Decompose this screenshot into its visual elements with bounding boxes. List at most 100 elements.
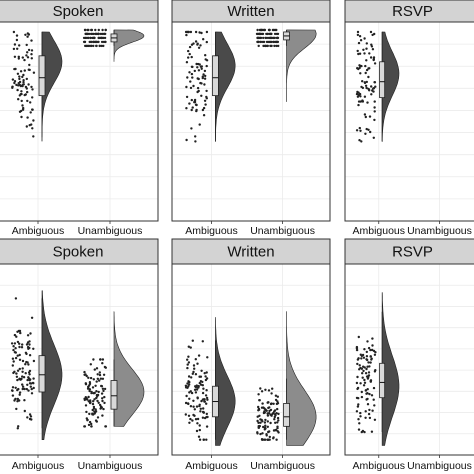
data-point-unambiguous	[87, 376, 90, 379]
data-point-ambiguous	[365, 68, 369, 72]
data-point-ambiguous	[364, 115, 367, 119]
data-point-ambiguous	[373, 418, 377, 421]
data-point-ambiguous	[191, 419, 194, 422]
data-point-unambiguous	[259, 432, 262, 436]
data-point-ambiguous	[358, 422, 361, 425]
data-point-ambiguous	[196, 396, 199, 399]
data-point-unambiguous	[272, 40, 276, 44]
data-point-ambiguous	[204, 74, 207, 78]
data-point-ambiguous	[187, 56, 190, 59]
data-point-ambiguous	[360, 367, 364, 370]
data-point-ambiguous	[24, 93, 27, 96]
data-point-ambiguous	[18, 44, 21, 47]
data-point-ambiguous	[192, 370, 195, 374]
data-point-unambiguous	[266, 420, 269, 423]
data-point-ambiguous	[364, 132, 367, 135]
data-point-unambiguous	[266, 44, 269, 48]
violin-ambiguous	[215, 31, 236, 142]
data-point-unambiguous	[82, 40, 86, 44]
data-point-ambiguous	[364, 64, 367, 68]
panel-0-rsvp: RSVP Ambiguous Unambiguous	[344, 0, 474, 237]
data-point-unambiguous	[266, 36, 270, 40]
data-point-unambiguous	[261, 420, 264, 423]
data-point-unambiguous	[258, 399, 261, 402]
data-point-ambiguous	[199, 81, 202, 85]
data-point-ambiguous	[189, 30, 193, 34]
data-point-ambiguous	[32, 386, 35, 390]
data-point-ambiguous	[360, 64, 363, 68]
data-point-ambiguous	[369, 355, 372, 358]
data-point-unambiguous	[96, 416, 100, 419]
data-point-ambiguous	[189, 417, 192, 421]
data-point-unambiguous	[271, 412, 274, 416]
data-point-ambiguous	[31, 381, 35, 385]
data-point-unambiguous	[84, 397, 88, 401]
data-point-ambiguous	[360, 357, 363, 360]
data-point-ambiguous	[18, 329, 22, 333]
data-point-ambiguous	[28, 343, 31, 346]
data-point-ambiguous	[358, 139, 361, 142]
data-point-ambiguous	[189, 80, 192, 83]
data-point-ambiguous	[370, 430, 374, 433]
data-point-ambiguous	[25, 54, 28, 57]
data-point-ambiguous	[370, 43, 373, 46]
data-point-ambiguous	[205, 412, 208, 416]
panel-background	[345, 264, 474, 455]
data-point-unambiguous	[269, 40, 272, 44]
panel-1-spoken: Spoken Ambiguous Unambiguous	[0, 238, 159, 472]
strip-background	[171, 238, 331, 265]
data-point-ambiguous	[16, 369, 20, 372]
data-point-ambiguous	[13, 80, 17, 83]
box-ambiguous	[379, 362, 386, 399]
data-point-unambiguous	[91, 412, 94, 415]
data-point-ambiguous	[359, 411, 362, 415]
data-point-unambiguous	[101, 414, 104, 417]
data-point-unambiguous	[90, 391, 93, 395]
data-point-ambiguous	[361, 372, 364, 375]
data-point-ambiguous	[365, 59, 368, 62]
data-point-unambiguous	[101, 387, 105, 390]
data-point-ambiguous	[363, 95, 367, 98]
data-point-ambiguous	[26, 116, 29, 119]
data-point-ambiguous	[30, 418, 33, 421]
x-tick-label: Unambiguous	[78, 225, 143, 237]
data-point-unambiguous	[273, 413, 277, 416]
data-point-unambiguous	[98, 371, 102, 374]
data-point-ambiguous	[359, 72, 362, 75]
data-point-ambiguous	[27, 68, 30, 71]
data-point-ambiguous	[186, 366, 189, 370]
data-point-ambiguous	[12, 371, 15, 375]
data-point-ambiguous	[362, 369, 365, 373]
data-point-unambiguous	[92, 40, 95, 44]
data-point-ambiguous	[31, 88, 34, 91]
data-point-ambiguous	[357, 52, 360, 56]
data-point-ambiguous	[32, 359, 36, 363]
panel-title: RSVP	[392, 3, 433, 20]
data-point-ambiguous	[17, 57, 20, 60]
data-point-ambiguous	[194, 385, 197, 388]
data-point-ambiguous	[30, 85, 33, 89]
panel-background	[0, 264, 158, 455]
data-point-ambiguous	[13, 333, 17, 337]
x-tick-label: Ambiguous	[352, 225, 405, 237]
data-point-ambiguous	[364, 71, 367, 75]
data-point-ambiguous	[18, 367, 21, 371]
data-point-ambiguous	[199, 65, 203, 68]
data-point-ambiguous	[16, 72, 20, 76]
data-point-ambiguous	[368, 52, 371, 55]
data-point-ambiguous	[14, 351, 17, 354]
data-point-ambiguous	[367, 412, 371, 416]
data-point-ambiguous	[200, 67, 203, 71]
data-point-unambiguous	[274, 421, 277, 424]
data-point-ambiguous	[198, 63, 201, 66]
data-point-unambiguous	[101, 28, 104, 32]
data-point-ambiguous	[366, 403, 370, 406]
data-point-ambiguous	[359, 100, 362, 103]
data-point-ambiguous	[374, 351, 377, 354]
data-point-unambiguous	[256, 431, 259, 434]
data-point-unambiguous	[92, 36, 96, 40]
data-point-ambiguous	[373, 353, 377, 356]
data-point-ambiguous	[364, 410, 367, 413]
data-point-ambiguous	[11, 364, 14, 367]
data-point-ambiguous	[201, 340, 204, 343]
